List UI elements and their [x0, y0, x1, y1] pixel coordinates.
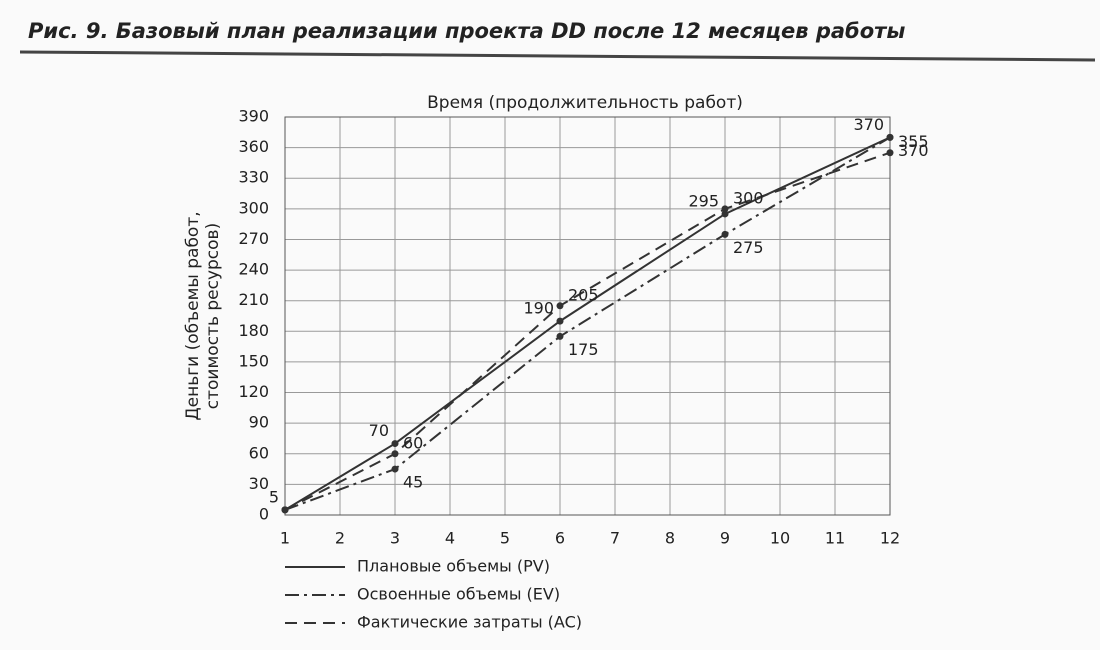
- data-point: [556, 317, 564, 325]
- y-tick-label: 0: [259, 505, 269, 524]
- y-tick-label: 390: [238, 107, 269, 126]
- y-axis-label: стоимость ресурсов): [203, 223, 223, 409]
- x-tick-label: 7: [610, 529, 620, 548]
- data-label: 355: [898, 132, 929, 151]
- x-tick-label: 1: [280, 529, 290, 548]
- y-tick-label: 150: [238, 351, 269, 370]
- data-point: [886, 133, 894, 141]
- y-tick-label: 120: [238, 382, 269, 401]
- y-tick-label: 330: [238, 168, 269, 187]
- data-point: [556, 332, 564, 340]
- legend-label: Фактические затраты (AC): [357, 613, 582, 632]
- y-tick-label: 180: [238, 321, 269, 340]
- data-point: [281, 506, 289, 514]
- y-tick-label: 360: [238, 137, 269, 156]
- x-tick-label: 2: [335, 529, 345, 548]
- x-tick-label: 8: [665, 529, 675, 548]
- data-point: [721, 210, 729, 218]
- x-tick-label: 5: [500, 529, 510, 548]
- figure-title: Рис. 9. Базовый план реализации проекта …: [28, 19, 905, 43]
- data-label: 175: [568, 340, 599, 359]
- y-tick-label: 240: [238, 260, 269, 279]
- y-tick-label: 30: [249, 474, 269, 493]
- chart-title: Время (продолжительность работ): [427, 93, 743, 113]
- data-label: 60: [403, 433, 423, 452]
- data-point: [721, 230, 729, 238]
- data-point: [391, 450, 399, 458]
- y-tick-label: 90: [249, 413, 269, 432]
- data-point: [721, 205, 729, 213]
- x-tick-label: 6: [555, 529, 565, 548]
- y-tick-label: 300: [238, 198, 269, 217]
- data-label: 370: [853, 115, 884, 134]
- x-tick-label: 9: [720, 529, 730, 548]
- data-label: 295: [688, 191, 719, 210]
- data-point: [391, 465, 399, 473]
- plot-frame: [284, 116, 891, 516]
- data-label: 70: [369, 421, 389, 440]
- x-tick-label: 12: [880, 529, 900, 548]
- data-label: 205: [568, 285, 599, 304]
- legend-label: Плановые объемы (PV): [357, 557, 550, 576]
- data-point: [391, 440, 399, 448]
- data-label: 300: [733, 188, 764, 207]
- y-tick-label: 60: [249, 443, 269, 462]
- x-tick-label: 3: [390, 529, 400, 548]
- y-tick-label: 210: [238, 290, 269, 309]
- y-tick-label: 270: [238, 229, 269, 248]
- data-label: 370: [898, 141, 929, 160]
- x-tick-label: 11: [825, 529, 845, 548]
- x-tick-label: 4: [445, 529, 455, 548]
- data-label: 5: [269, 487, 279, 506]
- data-point: [886, 149, 894, 157]
- data-point: [556, 302, 564, 310]
- legend-label: Освоенные объемы (EV): [357, 585, 560, 604]
- data-label: 45: [403, 473, 423, 492]
- data-label: 275: [733, 238, 764, 257]
- data-label: 190: [523, 299, 554, 318]
- x-tick-label: 10: [770, 529, 790, 548]
- title-rule: [19, 50, 1096, 62]
- y-axis-label: Деньги (объемы работ,: [183, 211, 203, 420]
